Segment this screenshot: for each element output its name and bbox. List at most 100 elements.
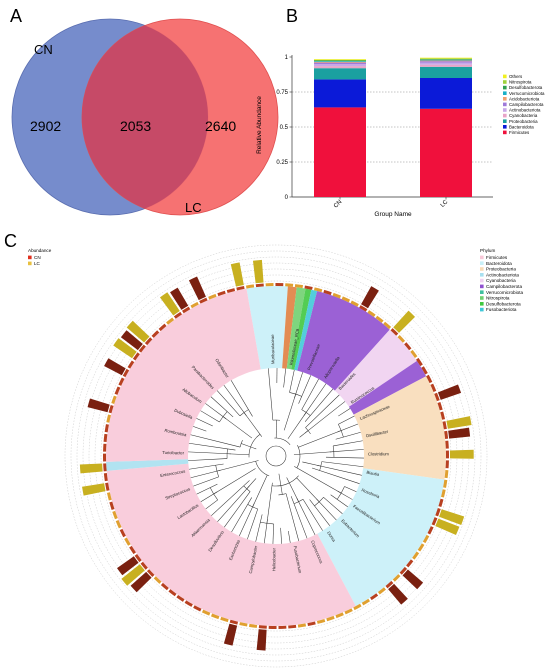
tree-heat-cell (326, 615, 335, 622)
tree-heat-cell (397, 335, 406, 343)
tree-abundance-bar (87, 398, 110, 413)
tree-heat-cell (443, 479, 448, 488)
bar-legend-swatch (503, 91, 507, 95)
bar-x-tick-label: CN (333, 199, 343, 209)
tree-internal-branch (302, 461, 321, 467)
tree-sector (286, 287, 306, 370)
tree-branch (309, 499, 330, 526)
tree-abundance-bar (82, 483, 106, 496)
tree-branch (316, 464, 362, 476)
tree-heat-cell (193, 605, 202, 612)
tree-heat-cell (385, 580, 394, 589)
tree-branch (329, 449, 364, 453)
tree-sector (106, 288, 261, 462)
tree-heat-cell (184, 600, 193, 607)
tree-abundance-bar (252, 259, 264, 284)
bar-legend-swatch (503, 119, 507, 123)
tree-abundance-bar (113, 338, 137, 359)
tree-branch (223, 384, 247, 416)
tree-heat-cell (438, 498, 444, 508)
bar-segment (420, 78, 472, 109)
tree-branch (217, 485, 250, 522)
tree-heat-cell (144, 337, 153, 346)
phylum-legend-label: Verrucomicrobiota (486, 290, 523, 295)
tree-branch (205, 403, 227, 420)
bar-segment (314, 59, 366, 61)
phylum-legend-label: Campilobacterota (486, 284, 522, 289)
tree-heat-cell (102, 453, 107, 462)
venn-label-b: LC (185, 200, 202, 215)
tree-heat-cell (140, 561, 148, 570)
tree-heat-cell (122, 368, 130, 378)
bar-legend-swatch (503, 102, 507, 107)
tree-heat-cell (383, 321, 392, 330)
tree-heat-cell (108, 404, 114, 414)
tree-clade-arc (247, 504, 258, 510)
tree-branch (200, 410, 220, 423)
tree-branch (190, 434, 241, 448)
tree-branch (280, 527, 282, 544)
tree-internal-branch (222, 416, 253, 439)
tree-heat-cell (417, 543, 425, 552)
tree-heat-cell (201, 609, 211, 616)
tree-branch (335, 431, 361, 440)
bar-segment (420, 61, 472, 63)
tree-heat-cell (404, 342, 412, 351)
tree-branch (344, 486, 357, 493)
phylum-legend-swatch (480, 296, 484, 300)
phylum-legend-swatch (480, 255, 484, 260)
bar-y-axis-label: Relative Abundance (256, 96, 263, 154)
tree-leaf-label: Romboutsia (164, 428, 188, 438)
tree-heat-cell (146, 569, 155, 577)
bar-segment (420, 62, 472, 65)
tree-heat-cell (138, 344, 146, 353)
tree-branch (316, 498, 337, 521)
phylum-legend-swatch (480, 278, 484, 283)
bar-segment (314, 107, 366, 197)
tree-heat-cell (129, 545, 136, 555)
tree-heat-cell (226, 288, 236, 294)
tree-heat-cell (410, 349, 418, 359)
tree-internal-branch (283, 393, 296, 431)
bar-legend-label: Cyanobacteria (509, 113, 538, 118)
tree-branch (289, 369, 295, 393)
tree-heat-cell (444, 470, 449, 479)
bar-legend-label: Others (509, 74, 523, 79)
tree-leaf-label: Blautia (366, 470, 380, 477)
tree-heat-cell (377, 587, 386, 595)
abundance-legend-label: CN (34, 255, 41, 260)
bar-y-tick-label: 0 (285, 195, 289, 201)
bar-y-tick-label: 0.5 (280, 125, 289, 131)
tree-abundance-bar (402, 569, 424, 590)
tree-heat-cell (307, 621, 316, 627)
tree-deep-arc (271, 475, 299, 487)
tree-branch (188, 463, 224, 470)
bar-segment (314, 66, 366, 69)
abundance-legend-title: Abundance (28, 248, 52, 253)
tree-branch (188, 458, 228, 461)
tree-heat-cell (341, 296, 351, 303)
tree-branch (231, 497, 252, 533)
phylum-legend-swatch (480, 284, 484, 289)
tree-heat-cell (416, 357, 423, 367)
phylum-legend-label: Fusobacteriota (486, 307, 517, 312)
tree-abundance-bar (256, 629, 267, 651)
tree-heat-cell (118, 377, 125, 386)
tree-clade-arc (305, 427, 311, 435)
tree-heat-cell (114, 386, 121, 395)
bar-legend-swatch (503, 108, 507, 112)
tree-heat-cell (258, 625, 267, 629)
tree-sector (106, 463, 356, 626)
bar-segment (314, 68, 366, 80)
tree-heat-cell (103, 463, 107, 472)
tree-clade-arc (219, 411, 228, 423)
tree-branch (188, 451, 232, 455)
bar-y-tick-label: 0.75 (276, 90, 288, 96)
tree-heat-cell (434, 392, 440, 402)
phylum-legend-label: Desulfobacterota (486, 301, 521, 306)
tree-abundance-bar (104, 358, 126, 376)
tree-branch (325, 456, 364, 459)
tree-heat-cell (106, 492, 112, 501)
